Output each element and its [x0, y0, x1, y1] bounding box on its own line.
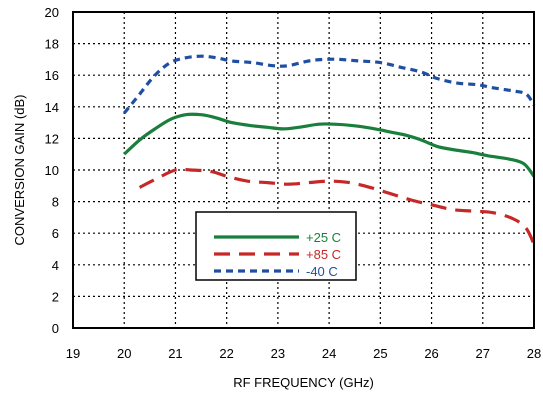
x-tick-label: 19: [66, 346, 80, 361]
x-tick-label: 23: [271, 346, 285, 361]
x-tick-label: 27: [476, 346, 490, 361]
y-tick-label: 10: [45, 163, 59, 178]
x-tick-label: 21: [168, 346, 182, 361]
y-tick-label: 0: [52, 321, 59, 336]
x-tick-label: 20: [117, 346, 131, 361]
y-tick-label: 2: [52, 289, 59, 304]
x-tick-label: 28: [527, 346, 541, 361]
y-tick-label: 4: [52, 258, 59, 273]
y-tick-label: 6: [52, 226, 59, 241]
x-tick-label: 22: [219, 346, 233, 361]
x-tick-label: 25: [373, 346, 387, 361]
y-tick-label: 18: [45, 37, 59, 52]
y-axis-label: CONVERSION GAIN (dB): [12, 95, 27, 246]
plot-frame: [72, 11, 535, 329]
legend-label-minus40: -40 C: [306, 264, 338, 279]
series-line-plus85: [138, 167, 536, 245]
x-axis-label: RF FREQUENCY (GHz): [233, 375, 374, 390]
series-line-minus40: [122, 54, 536, 115]
legend: +25 C +85 C -40 C: [195, 211, 357, 281]
series-layer: [122, 54, 536, 245]
legend-label-plus25: +25 C: [306, 230, 341, 245]
legend-box: [195, 211, 357, 281]
x-tick-labels: 19 20 21 22 23 24 25 26 27 28: [66, 346, 541, 361]
x-tick-label: 26: [424, 346, 438, 361]
y-tick-label: 14: [45, 100, 59, 115]
y-tick-label: 12: [45, 131, 59, 146]
y-tick-labels: 0 2 4 6 8 10 12 14 16 18 20: [45, 5, 59, 336]
legend-label-plus85: +85 C: [306, 247, 341, 262]
series-line-plus25: [123, 112, 536, 178]
y-tick-label: 8: [52, 195, 59, 210]
y-tick-label: 20: [45, 5, 59, 20]
x-tick-label: 24: [322, 346, 336, 361]
y-tick-label: 16: [45, 68, 59, 83]
